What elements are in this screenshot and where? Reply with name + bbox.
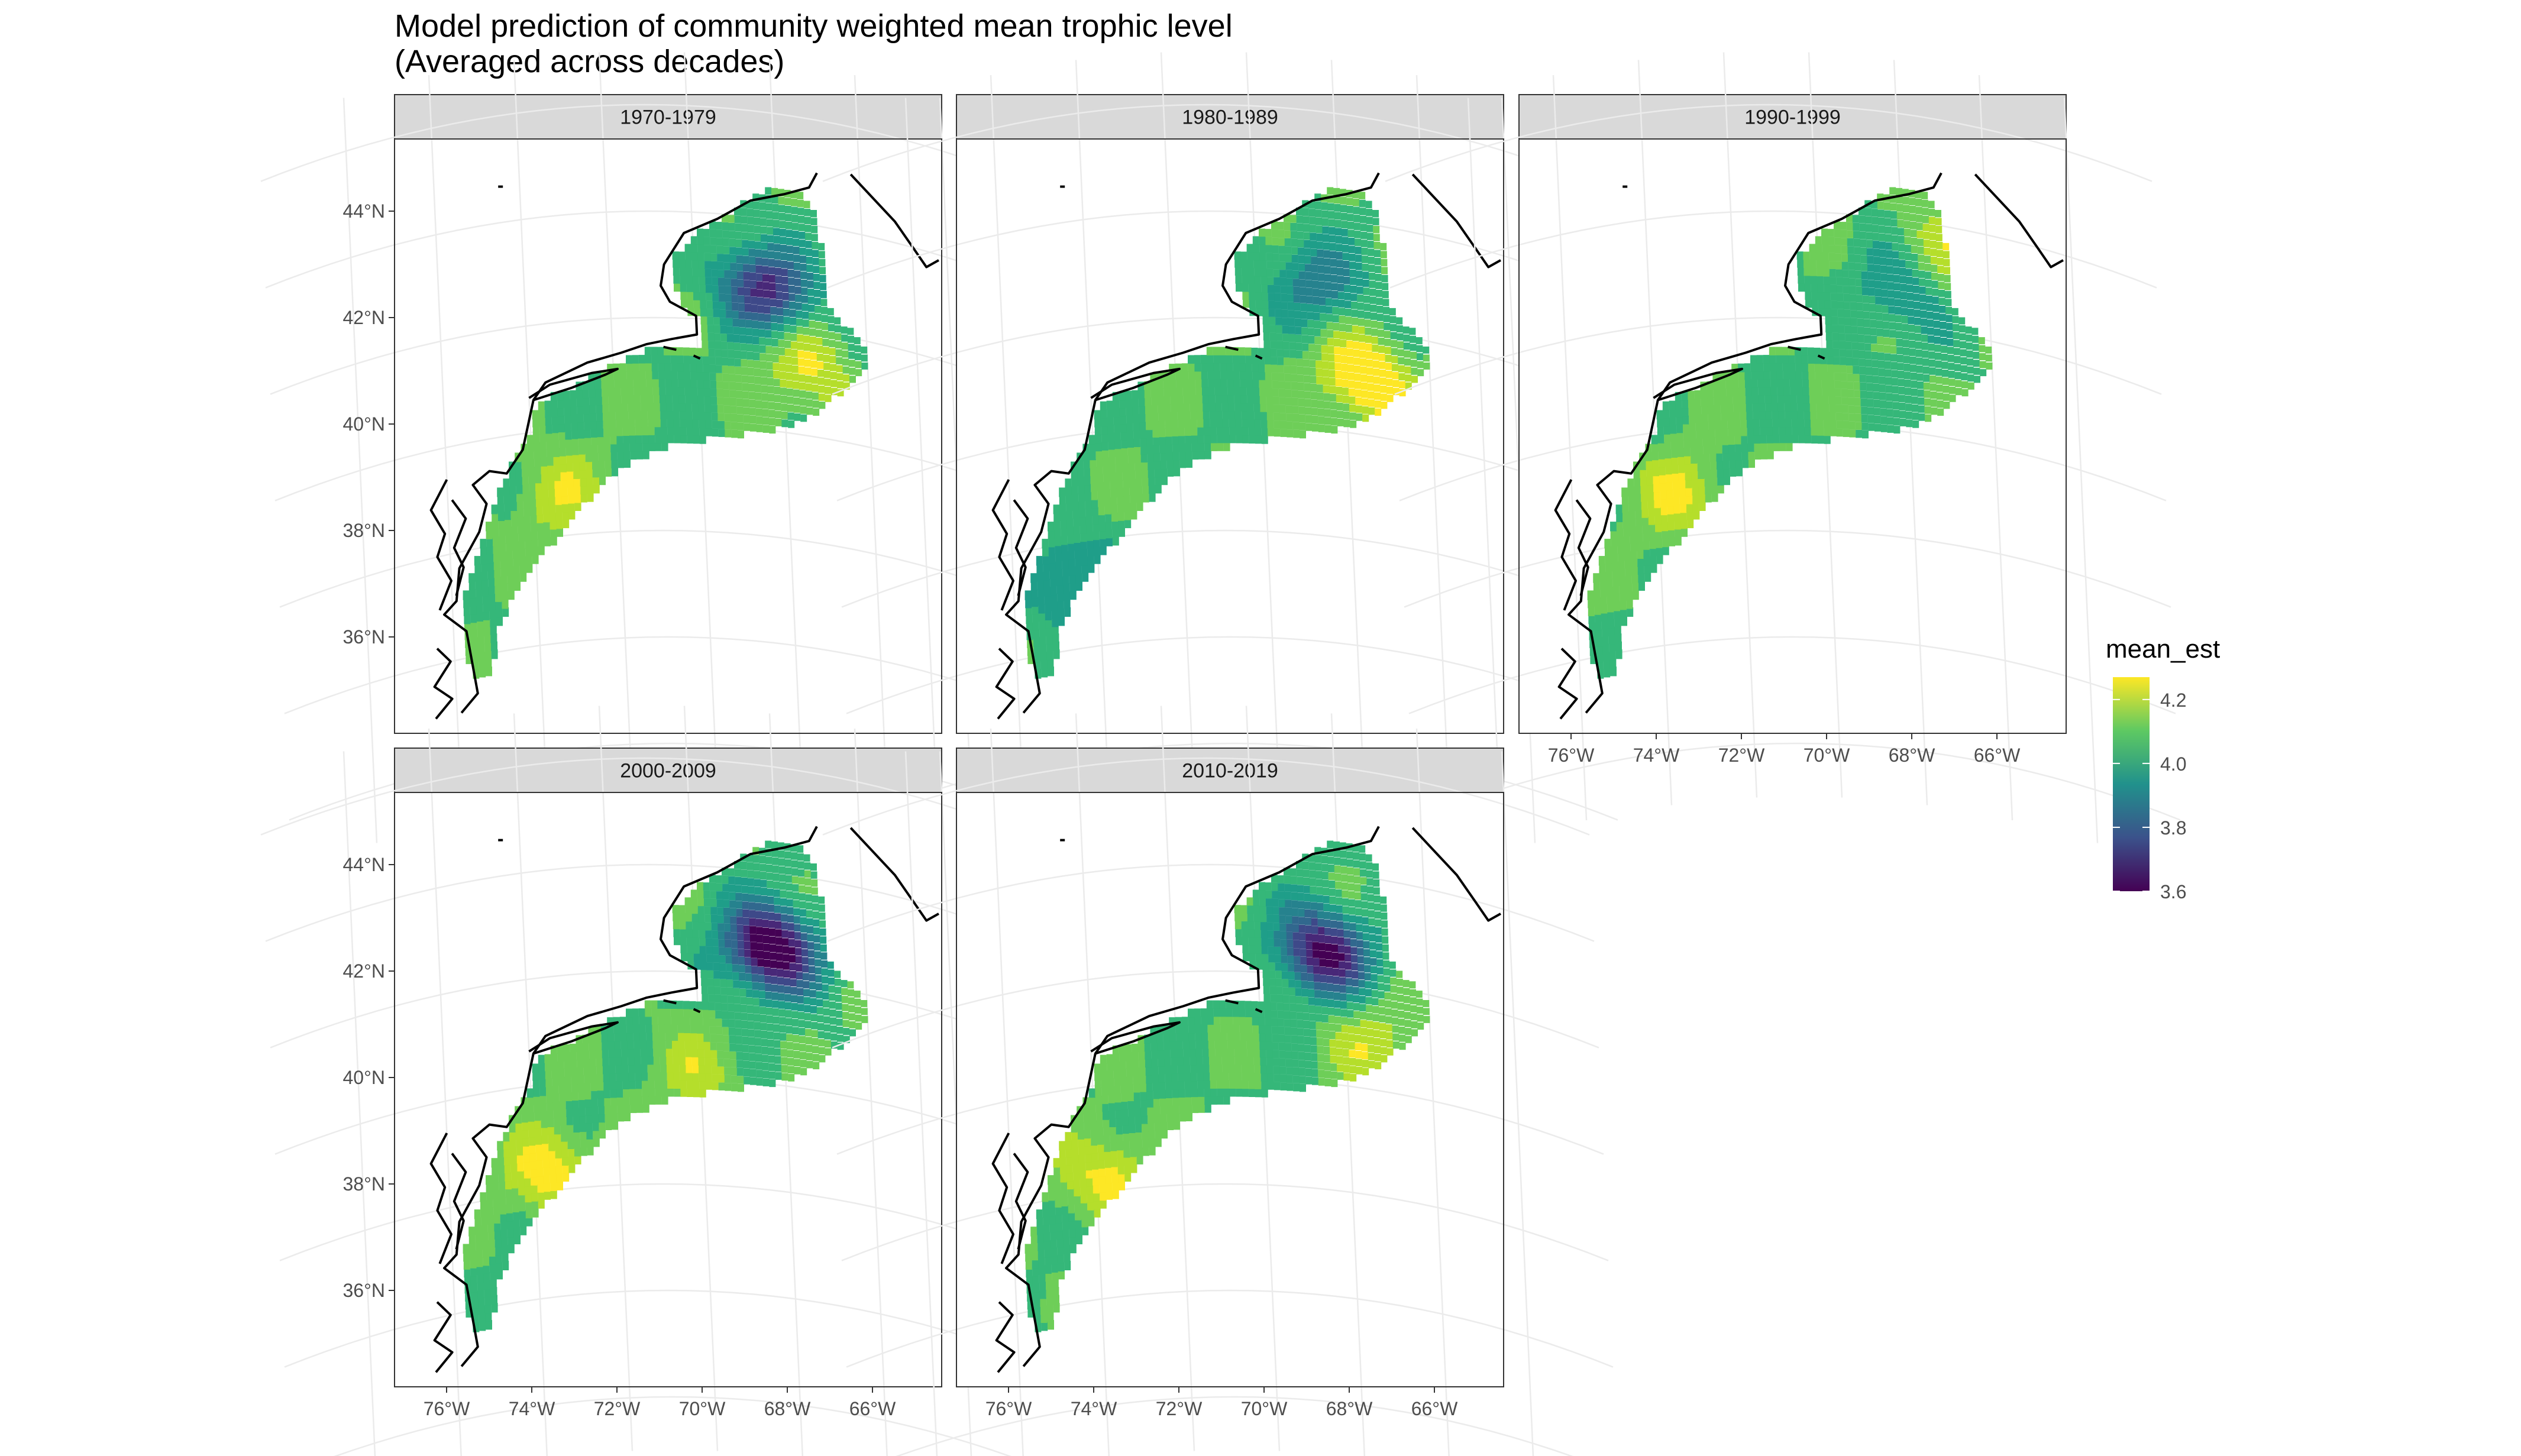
graticule <box>1385 52 2181 843</box>
legend: mean_est 4.2 4.0 3.8 3.6 <box>2106 635 2220 902</box>
x-tick-label: 74°W <box>1071 1398 1117 1419</box>
legend-ticks: 4.2 4.0 3.8 3.6 <box>2113 690 2186 902</box>
facet-panel: 1990-1999 76°W 74°W 72°W 70°W 68°W 66°W <box>1385 52 2181 843</box>
x-tick-label: 70°W <box>1804 745 1850 766</box>
coastline <box>1554 172 2064 720</box>
x-tick-label: 68°W <box>1326 1398 1373 1419</box>
x-tick-label: 72°W <box>594 1398 641 1419</box>
x-tick-label: 72°W <box>1718 745 1765 766</box>
facet-strip-label: 1970-1979 <box>620 106 716 129</box>
facet-strip <box>1518 94 2067 140</box>
y-tick-label: 44°N <box>343 200 386 222</box>
y-tick-label: 36°N <box>343 1280 386 1301</box>
legend-title: mean_est <box>2106 635 2220 664</box>
graticule <box>260 52 1056 843</box>
x-tick-label: 66°W <box>849 1398 896 1419</box>
panel-border <box>956 792 1504 1387</box>
x-tick-label: 76°W <box>985 1398 1032 1419</box>
prediction-raster <box>1024 187 1430 679</box>
panel-border <box>394 792 942 1387</box>
map-area <box>822 52 1618 843</box>
panel-border <box>394 138 942 734</box>
plot-title: Model prediction of community weighted m… <box>395 8 1233 44</box>
map-area <box>1385 52 2181 843</box>
panel-border <box>956 138 1504 734</box>
map-area <box>260 706 1052 1456</box>
map-area <box>260 52 1056 843</box>
facet-panel: 2010-2019 76°W 74°W 72°W 70°W 68°W 66°W <box>822 706 1614 1456</box>
coastline <box>429 826 939 1373</box>
x-tick-label: 68°W <box>764 1398 811 1419</box>
x-tick-label: 74°W <box>509 1398 555 1419</box>
y-tick-label: 40°N <box>343 1067 386 1088</box>
facet-panels: 1970-1979 44°N 42°N 40°N 38°N 36°N 1980-1989 19… <box>260 52 2181 1456</box>
facet-panel: 1970-1979 44°N 42°N 40°N 38°N 36°N <box>260 52 1056 843</box>
map-area <box>822 706 1614 1456</box>
facet-strip <box>394 94 942 140</box>
prediction-raster <box>1024 840 1430 1332</box>
facet-strip-label: 1990-1999 <box>1744 106 1841 129</box>
y-tick-label: 38°N <box>343 520 386 541</box>
prediction-raster <box>463 187 868 679</box>
x-tick-label: 68°W <box>1889 745 1935 766</box>
prediction-raster <box>1587 187 1993 679</box>
legend-colorbar <box>2113 677 2150 891</box>
x-tick-label: 66°W <box>1411 1398 1458 1419</box>
facet-strip-label: 2010-2019 <box>1182 760 1278 782</box>
legend-label: 3.8 <box>2160 817 2186 839</box>
x-tick-label: 72°W <box>1156 1398 1203 1419</box>
x-tick-label: 76°W <box>1548 745 1595 766</box>
facet-strip-label: 2000-2009 <box>620 760 716 782</box>
legend-label: 4.0 <box>2160 753 2186 775</box>
x-tick-label: 70°W <box>1241 1398 1288 1419</box>
panel-border <box>1518 138 2067 734</box>
facet-panel: 2000-2009 44°N 42°N 40°N 38°N 36°N 76°W 74°W 72°… <box>260 706 1052 1456</box>
graticule <box>822 52 1618 843</box>
x-tick-label: 66°W <box>1974 745 2021 766</box>
plot-subtitle: (Averaged across decades) <box>395 44 784 79</box>
facet-panel: 1980-1989 <box>822 52 1618 843</box>
legend-label: 4.2 <box>2160 690 2186 711</box>
coastline <box>991 826 1501 1373</box>
facet-strip <box>956 748 1504 793</box>
facet-strip <box>394 748 942 793</box>
x-tick-label: 76°W <box>424 1398 470 1419</box>
legend-label: 3.6 <box>2160 881 2186 902</box>
y-tick-label: 36°N <box>343 626 386 648</box>
graticule <box>822 706 1614 1456</box>
facet-strip-label: 1980-1989 <box>1182 106 1278 129</box>
y-tick-label: 44°N <box>343 854 386 875</box>
x-tick-label: 74°W <box>1633 745 1680 766</box>
y-tick-label: 42°N <box>343 960 386 982</box>
y-tick-label: 38°N <box>343 1173 386 1195</box>
y-tick-label: 42°N <box>343 307 386 328</box>
x-tick-label: 70°W <box>679 1398 726 1419</box>
y-tick-label: 40°N <box>343 413 386 435</box>
